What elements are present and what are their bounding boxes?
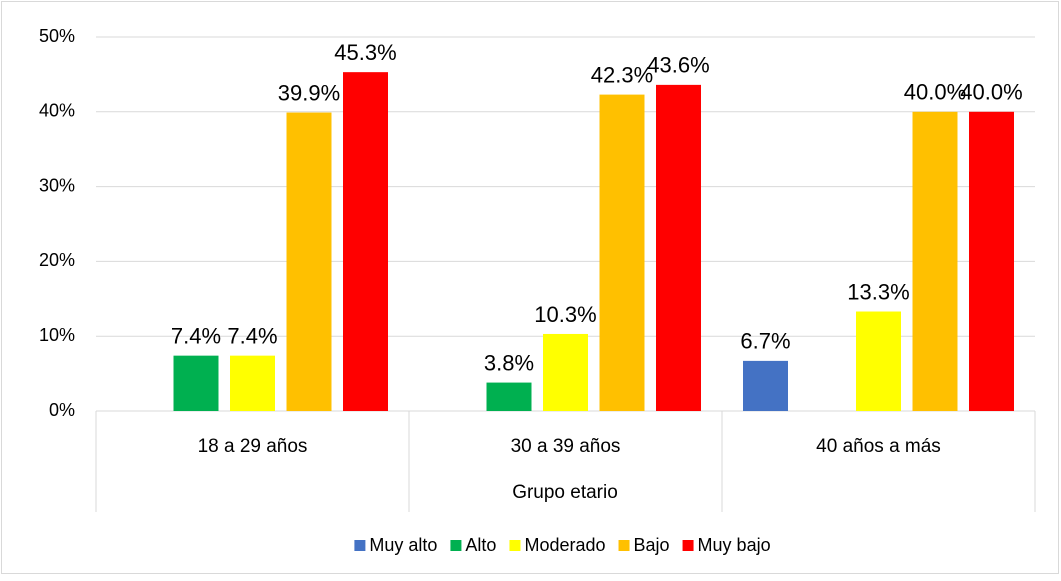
y-tick-label: 30% [39,175,75,195]
legend-label: Muy bajo [698,535,771,555]
y-tick-label: 50% [39,26,75,46]
bar [599,94,645,411]
y-tick-label: 40% [39,101,75,121]
bar [543,333,588,411]
x-axis-title: Grupo etario [512,482,618,503]
legend-label: Muy alto [369,535,437,555]
data-label: 7.4% [171,323,221,348]
bar [286,112,332,411]
bar [343,72,388,411]
data-label: 7.4% [227,323,277,348]
bar [912,111,958,412]
bar [173,355,219,411]
bar [743,360,788,411]
data-label: 10.3% [534,302,596,327]
y-tick-label: 0% [49,400,75,420]
bar [969,111,1014,412]
data-label: 3.8% [484,350,534,375]
bar [856,311,901,411]
bar [486,382,532,411]
data-label: 39.9% [278,80,340,105]
y-tick-label: 10% [39,325,75,345]
bar [656,84,701,411]
data-label: 45.3% [334,40,396,65]
legend-swatch [682,540,694,551]
data-label: 42.3% [591,62,653,87]
data-label: 6.7% [740,329,790,354]
x-tick-label: 18 a 29 años [198,436,308,457]
legend-label: Bajo [634,535,670,555]
data-label: 40.0% [904,80,966,105]
data-label: 13.3% [847,279,909,304]
legend-swatch [450,540,462,551]
data-label: 43.6% [647,53,709,78]
legend-swatch [354,540,366,551]
legend-swatch [509,540,521,551]
x-tick-label: 40 años a más [816,436,941,457]
y-tick-label: 20% [39,250,75,270]
bar [230,355,275,411]
x-tick-label: 30 a 39 años [511,436,621,457]
legend-label: Alto [465,535,496,555]
data-label: 40.0% [960,80,1022,105]
legend-label: Moderado [524,535,605,555]
legend-swatch [618,540,630,551]
